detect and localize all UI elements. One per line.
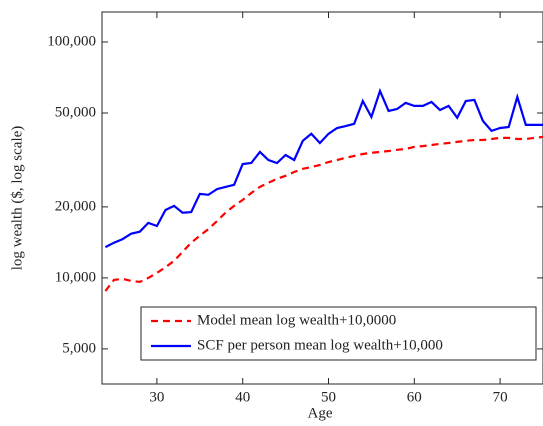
series-line — [104, 135, 543, 292]
plot-lines — [104, 87, 543, 292]
x-tick-label: 60 — [407, 389, 422, 405]
x-tick-label: 40 — [235, 389, 250, 405]
y-tick-label: 50,000 — [55, 104, 96, 120]
series-line — [104, 87, 543, 249]
legend-label: SCF per person mean log wealth+10,000 — [197, 337, 443, 353]
y-axis-label: log wealth ($, log scale) — [9, 126, 25, 271]
legend: Model mean log wealth+10,0000 SCF per per… — [140, 306, 537, 361]
x-tick-label: 50 — [321, 389, 336, 405]
y-tick-label: 5,000 — [62, 340, 96, 356]
legend-box — [140, 306, 537, 361]
y-tick-label: 20,000 — [55, 198, 96, 214]
legend-label: Model mean log wealth+10,0000 — [197, 312, 396, 328]
x-tick-label: 30 — [149, 389, 164, 405]
x-axis-label: Age — [308, 405, 333, 421]
y-tick-label: 10,000 — [55, 269, 96, 285]
y-tick-label: 100,000 — [47, 33, 96, 49]
x-tick-label: 70 — [493, 389, 508, 405]
